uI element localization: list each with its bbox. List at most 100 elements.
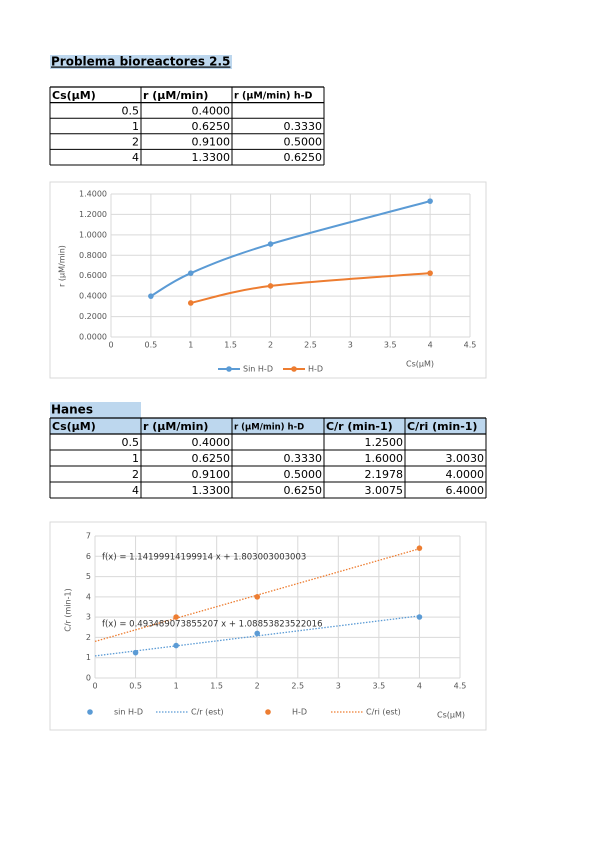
table-cell: 0.5 (122, 104, 140, 117)
data-point (427, 270, 433, 276)
x-tick-label: 2.5 (304, 341, 317, 350)
table-cell: 4 (132, 484, 139, 497)
table-cell: 4.0000 (446, 468, 485, 481)
trendline-equation: f(x) = 1.14199914199914 x + 1.8030030030… (102, 553, 306, 563)
table-cell: 2 (132, 136, 139, 149)
y-tick-label: 0 (86, 674, 91, 683)
data-point (173, 642, 179, 649)
table-cell: 0.6250 (192, 120, 231, 133)
series-line (190, 272, 431, 304)
table-cell: 3.0030 (446, 452, 485, 465)
x-tick-label: 2 (255, 682, 260, 691)
legend-label: H-D (292, 708, 307, 717)
x-tick-label: 2.5 (291, 682, 304, 691)
table-cell: 4 (132, 151, 139, 164)
y-tick-label: 4 (86, 592, 91, 601)
table-cell: 0.6250 (192, 452, 231, 465)
x-tick-label: 4 (417, 682, 422, 691)
data-point (427, 198, 433, 204)
table-cell: 1 (132, 452, 139, 465)
legend-label: C/ri (est) (366, 708, 401, 717)
table-cell: 0.4000 (192, 436, 231, 449)
x-tick-label: 1.5 (224, 341, 237, 350)
legend-label: C/r (est) (191, 708, 224, 717)
legend-swatch (291, 366, 297, 372)
table-cell: 0.3330 (284, 120, 323, 133)
x-axis-label: Cs(μM) (437, 711, 465, 720)
table-cell: 1 (132, 120, 139, 133)
chart: 0.0000 0.2000 0.4000 0.6000 0.8000 1.0000 1.20… (58, 190, 477, 374)
data-point (173, 614, 179, 620)
table-cell: 6.4000 (446, 484, 485, 497)
y-tick-label: 0.6000 (79, 271, 107, 280)
legend-swatch (265, 709, 271, 715)
x-tick-label: 1.5 (210, 682, 223, 691)
x-tick-label: 1 (174, 682, 179, 691)
y-tick-label: 1.4000 (79, 190, 107, 199)
table-cell: 0.6250 (284, 484, 323, 497)
header-cell: r (μM/min) h-D (234, 90, 313, 101)
y-axis-label: C/r (min-1) (64, 588, 73, 631)
legend-label: sin H-D (114, 708, 143, 717)
table-cell: 0.5 (122, 436, 140, 449)
page-title: Problema bioreactores 2.5 (51, 55, 230, 69)
y-tick-label: 2 (86, 633, 91, 642)
chart: 0 1 2 3 4 5 6 7 0 0.5 1 1.5 2 2.5 3 3.5 4 4.5 Cs(μM) C/r (m… (64, 532, 467, 720)
table-cell: 0.9100 (192, 136, 231, 149)
data-point (416, 614, 423, 620)
table-cell: 0.3330 (284, 452, 323, 465)
table-cell: 0.5000 (284, 136, 323, 149)
y-tick-label: 7 (86, 532, 91, 541)
header-cell: r (μM/min) (143, 89, 208, 102)
data-point (254, 594, 261, 600)
header-cell: Cs(μM) (52, 420, 96, 433)
table-cell: 1.6000 (365, 452, 404, 465)
x-tick-label: 1 (188, 341, 193, 350)
data-point (267, 241, 274, 247)
table-cell: 3.0075 (365, 484, 404, 497)
x-tick-label: 0 (108, 341, 113, 350)
header-cell: r (μM/min) (143, 420, 208, 433)
x-tick-label: 2 (268, 341, 273, 350)
y-tick-label: 0.0000 (79, 333, 107, 342)
x-tick-label: 0 (92, 682, 97, 691)
hanes-highlight (50, 402, 141, 418)
x-tick-label: 3 (336, 682, 341, 691)
table-cell: 0.6250 (284, 151, 323, 164)
header-bg (50, 418, 486, 434)
data-point (187, 270, 194, 276)
table-cell: 1.2500 (365, 436, 404, 449)
section-title: Hanes (51, 403, 93, 417)
series-line (150, 200, 431, 298)
header-cell: C/r (min-1) (326, 420, 393, 433)
table-cell: 0.9100 (192, 468, 231, 481)
legend-label: H-D (308, 365, 323, 374)
header-cell: Cs(μM) (52, 89, 96, 102)
header-cell: r (μM/min) h-D (234, 423, 304, 433)
x-tick-label: 0.5 (145, 341, 158, 350)
data-point (254, 630, 261, 637)
x-tick-label: 4.5 (454, 682, 467, 691)
table-cell: 0.4000 (192, 104, 231, 117)
x-tick-label: 4.5 (464, 341, 477, 350)
y-tick-label: 0.8000 (79, 251, 107, 260)
title-highlight (50, 55, 232, 69)
table-cell: 2 (132, 468, 139, 481)
x-tick-label: 4 (428, 341, 433, 350)
legend-label: Sin H-D (243, 365, 273, 374)
x-axis-label: Cs(μM) (406, 360, 434, 369)
header-cell: C/ri (min-1) (407, 420, 477, 433)
data-point (187, 300, 194, 306)
table-cell: 2.1978 (365, 468, 404, 481)
x-tick-label: 3.5 (373, 682, 386, 691)
table-cell: 1.3300 (192, 484, 231, 497)
legend-swatch (226, 366, 232, 372)
x-tick-label: 0.5 (129, 682, 142, 691)
trendline-equation: f(x) = 0.493489073855207 x + 1.088538235… (102, 620, 323, 630)
y-axis-label: r (μM/min) (58, 245, 67, 287)
data-point (148, 293, 154, 299)
data-point (416, 545, 423, 551)
data-point (267, 283, 274, 289)
table-cell: 1.3300 (192, 151, 231, 164)
